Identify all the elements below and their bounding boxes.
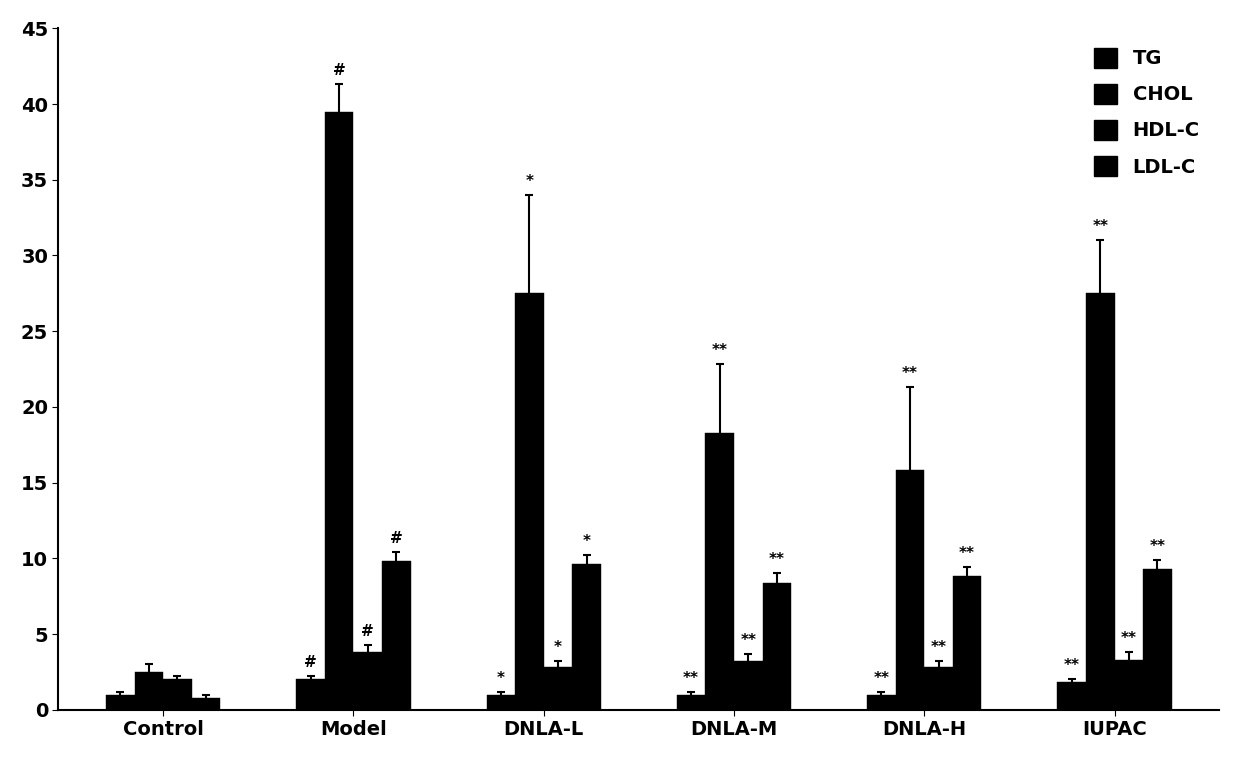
Bar	[734, 661, 763, 710]
Bar	[706, 432, 734, 710]
Text: #: #	[304, 654, 317, 670]
Text: **: **	[959, 546, 975, 562]
Bar	[382, 562, 410, 710]
Text: **: **	[1149, 539, 1166, 554]
Bar	[192, 698, 221, 710]
Bar	[763, 583, 791, 710]
Bar	[895, 470, 924, 710]
Bar	[677, 695, 706, 710]
Text: **: **	[712, 344, 728, 359]
Bar	[296, 679, 325, 710]
Bar	[1143, 569, 1172, 710]
Bar	[867, 695, 895, 710]
Bar	[1115, 660, 1143, 710]
Bar	[515, 293, 543, 710]
Bar	[164, 679, 192, 710]
Text: **: **	[1092, 220, 1109, 234]
Text: #: #	[389, 531, 403, 546]
Text: **: **	[683, 671, 699, 686]
Text: **: **	[1064, 657, 1080, 673]
Bar	[353, 652, 382, 710]
Text: **: **	[1121, 631, 1137, 646]
Bar	[107, 695, 135, 710]
Bar	[1058, 682, 1086, 710]
Bar	[135, 672, 164, 710]
Bar	[572, 565, 600, 710]
Text: **: **	[873, 671, 889, 686]
Text: #: #	[361, 623, 374, 638]
Bar	[924, 667, 952, 710]
Bar	[952, 577, 981, 710]
Text: **: **	[901, 366, 918, 382]
Text: **: **	[740, 632, 756, 648]
Text: **: **	[769, 553, 785, 568]
Text: *: *	[554, 640, 562, 655]
Text: **: **	[930, 640, 946, 655]
Legend: TG, CHOL, HDL-C, LDL-C: TG, CHOL, HDL-C, LDL-C	[1084, 38, 1209, 186]
Text: *: *	[526, 174, 533, 188]
Bar	[486, 695, 515, 710]
Bar	[1086, 293, 1115, 710]
Text: #: #	[332, 63, 346, 78]
Text: *: *	[583, 534, 590, 549]
Bar	[543, 667, 572, 710]
Bar	[325, 112, 353, 710]
Text: *: *	[497, 671, 505, 686]
